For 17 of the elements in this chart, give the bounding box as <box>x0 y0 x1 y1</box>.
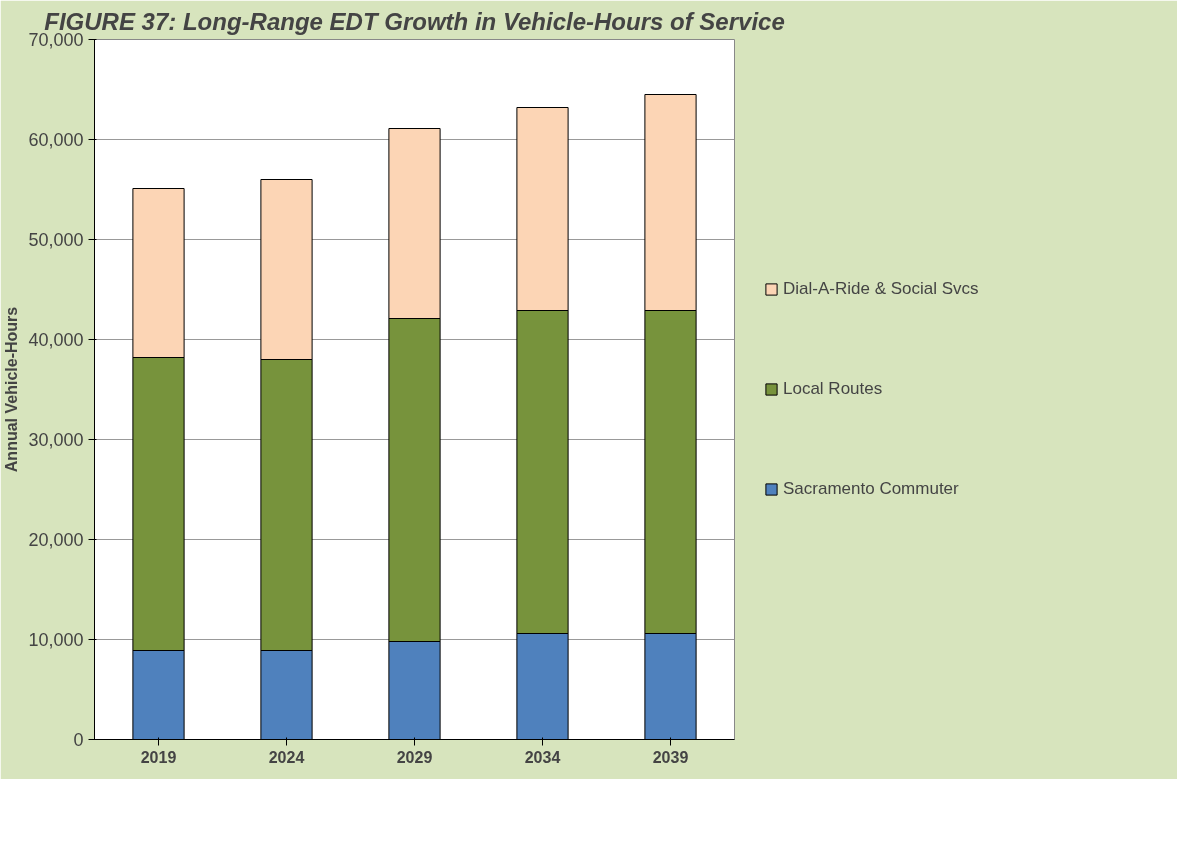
y-tick-label: 30,000 <box>28 430 84 450</box>
y-axis-title: Annual Vehicle-Hours <box>3 306 21 473</box>
x-tick-label: 2019 <box>140 748 177 766</box>
y-tick-label: 70,000 <box>28 30 84 50</box>
x-tick-label: 2029 <box>396 748 433 766</box>
y-tick-label: 40,000 <box>28 330 84 350</box>
y-tick-label: 60,000 <box>28 130 84 150</box>
legend-label: Dial-A-Ride & Social Svcs <box>783 279 979 299</box>
y-tick-label: 50,000 <box>28 230 84 250</box>
y-tick-label: 20,000 <box>28 530 84 550</box>
x-tick-label: 2024 <box>268 748 305 766</box>
y-tick-label: 10,000 <box>28 630 84 650</box>
legend-label: Sacramento Commuter <box>783 479 959 499</box>
legend-label: Local Routes <box>783 379 883 399</box>
x-tick-label: 2039 <box>652 748 689 766</box>
x-tick-label: 2034 <box>524 748 561 766</box>
y-tick-label: 0 <box>73 730 84 750</box>
